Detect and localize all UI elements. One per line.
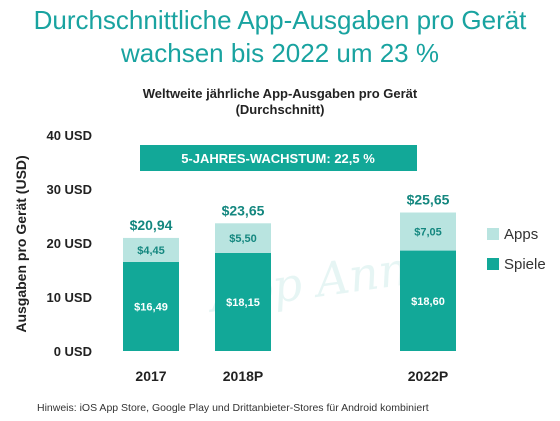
y-tick-label: 40 USD [46,128,92,143]
bar-label-apps: $7,05 [414,227,442,239]
x-tick-label: 2017 [135,368,166,384]
legend-apps-label: Apps [504,226,538,243]
x-tick-label: 2022P [408,368,448,384]
bar-total-label: $25,65 [407,191,450,207]
legend-spiele-swatch [487,258,499,270]
headline: Durchschnittliche App-Ausgaben pro Gerät… [0,4,560,70]
legend-spiele-label: Spiele [504,256,546,273]
bar-apps [400,212,456,251]
y-tick-label: 0 USD [54,344,92,359]
bar-label-spiele: $18,60 [411,296,445,308]
bar-label-spiele: $18,15 [226,297,260,309]
bar-apps [123,237,179,262]
headline-line-1: Durchschnittliche App-Ausgaben pro Gerät [33,5,527,35]
growth-banner [140,145,417,171]
y-tick-label: 20 USD [46,236,92,251]
bar-spiele [400,250,456,351]
bar-label-apps: $4,45 [137,245,165,257]
footnote: Hinweis: iOS App Store, Google Play und … [37,402,429,414]
bar-label-apps: $5,50 [229,233,257,245]
bar-label-spiele: $16,49 [134,301,168,313]
x-tick-label: 2018P [223,368,263,384]
bar-spiele [123,261,179,351]
growth-banner-text: 5-JAHRES-WACHSTUM: 22,5 % [181,151,375,166]
headline-line-2: wachsen bis 2022 um 23 % [121,38,439,68]
chart-title: Weltweite jährliche App-Ausgaben pro Ger… [143,86,418,101]
bar-apps [215,223,271,253]
bar-total-label: $20,94 [130,217,173,233]
bar-spiele [215,252,271,351]
legend-apps-swatch [487,228,499,240]
y-tick-label: 10 USD [46,290,92,305]
bar-total-label: $23,65 [222,202,265,218]
chart-subtitle: (Durchschnitt) [236,102,325,117]
y-axis-label: Ausgaben pro Gerät (USD) [13,155,29,332]
y-tick-label: 30 USD [46,182,92,197]
